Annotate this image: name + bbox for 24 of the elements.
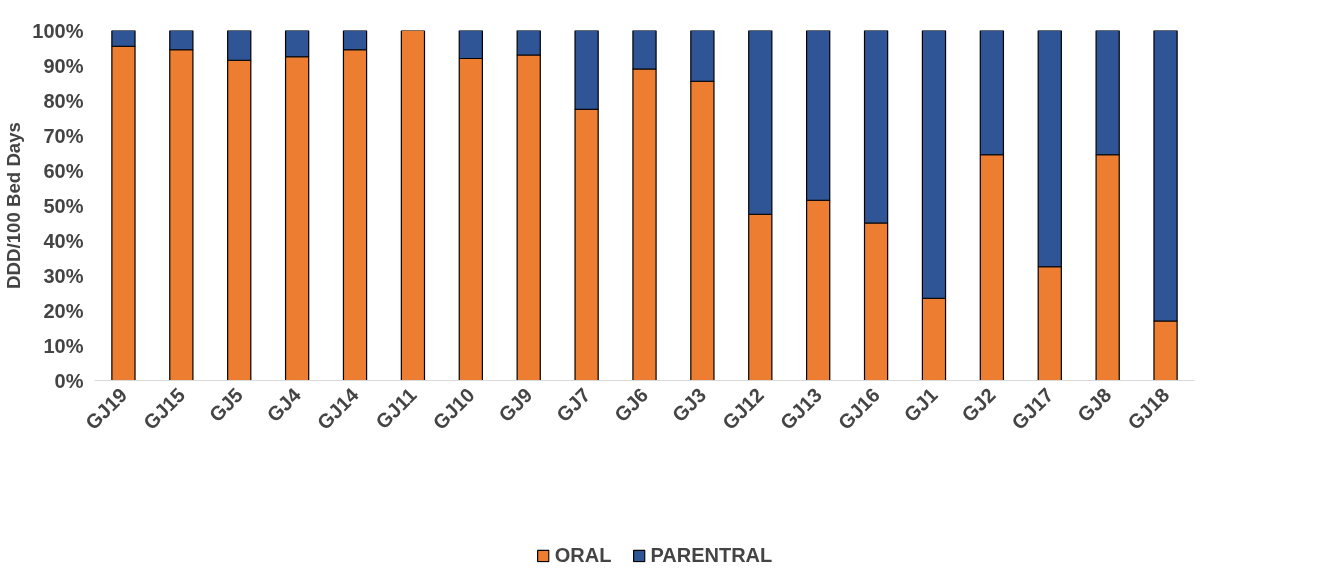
x-tick-label: GJ7 [552,383,595,427]
y-tick-label: 60% [43,159,84,182]
x-tick-label: GJ1 [899,383,942,427]
x-tick-label: GJ9 [494,383,537,427]
y-axis-title: DDD/100 Bed Days [3,122,25,289]
x-tick-label: GJ3 [667,383,711,427]
y-tick-label: 40% [43,229,84,252]
y-tick-label: 80% [43,89,84,112]
x-tick-label: GJ6 [609,383,653,427]
y-tick-label: 50% [43,194,84,217]
y-tick-label: 30% [43,264,84,287]
x-tick-label: GJ5 [204,383,248,427]
x-tick-label: GJ2 [957,383,1000,427]
y-tick-label: 90% [43,54,84,77]
x-tick-label: GJ4 [262,383,306,427]
y-tick-label: 10% [43,334,84,357]
y-tick-label: 100% [32,19,84,42]
y-tick-label: 20% [43,299,84,322]
y-tick-label: 0% [54,369,84,392]
x-tick-label: GJ8 [1073,383,1116,427]
y-tick-label: 70% [43,124,84,147]
legend-label: ORAL [554,543,612,567]
bar [400,30,426,381]
legend-label: PARENTRAL [650,543,773,567]
